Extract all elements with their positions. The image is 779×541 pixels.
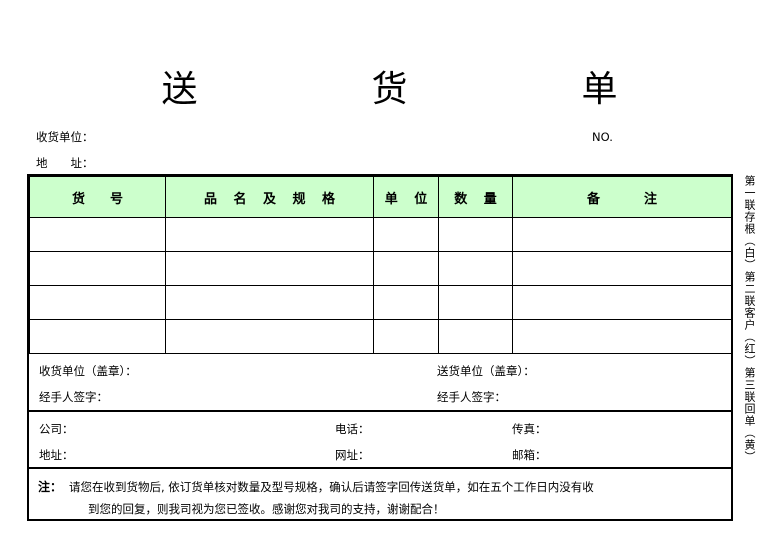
col-header-note: 备 注 xyxy=(512,176,732,218)
col-header-qty: 数 量 xyxy=(438,176,513,218)
cell-name[interactable] xyxy=(165,319,374,354)
receiver-signer-label: 经手人签字： xyxy=(39,390,108,404)
items-table-header-row: 货 号 品 名 及 规 格 单 位 数 量 备 注 xyxy=(29,176,732,218)
items-table: 货 号 品 名 及 规 格 单 位 数 量 备 注 xyxy=(29,176,732,354)
cell-unit[interactable] xyxy=(373,251,439,286)
fax-label: 传真： xyxy=(512,422,547,436)
serial-no-label: NO. xyxy=(592,130,613,144)
cell-code[interactable] xyxy=(29,251,166,286)
note-text-line-1: 请您在收到货物后, 依订货单核对数量及型号规格，确认后请签字回传送货单，如在五个… xyxy=(69,480,594,494)
contact-section: 公司： 电话： 传真： 地址： 网址： 邮箱： xyxy=(29,412,731,469)
website-label: 网址： xyxy=(335,448,370,462)
address-label: 地 址： xyxy=(36,156,94,170)
cell-code[interactable] xyxy=(29,319,166,354)
cell-unit[interactable] xyxy=(373,285,439,320)
cell-name[interactable] xyxy=(165,217,374,252)
cell-name[interactable] xyxy=(165,251,374,286)
col-header-code: 货 号 xyxy=(29,176,166,218)
cell-code[interactable] xyxy=(29,217,166,252)
cell-qty[interactable] xyxy=(438,217,513,252)
cell-name[interactable] xyxy=(165,285,374,320)
sender-stamp-label: 送货单位（盖章）： xyxy=(437,364,535,378)
sender-signer-label: 经手人签字： xyxy=(437,390,506,404)
form-frame: 货 号 品 名 及 规 格 单 位 数 量 备 注 xyxy=(27,174,733,521)
company-label: 公司： xyxy=(39,422,74,436)
consignee-label: 收货单位： xyxy=(36,130,94,144)
note-section: 注： 请您在收到货物后, 依订货单核对数量及型号规格，确认后请签字回传送货单，如… xyxy=(29,469,731,523)
page-title: 送 货 单 xyxy=(161,69,652,110)
cell-qty[interactable] xyxy=(438,251,513,286)
phone-label: 电话： xyxy=(335,422,370,436)
cell-unit[interactable] xyxy=(373,319,439,354)
note-label: 注： xyxy=(38,480,63,494)
copy-distribution-notice: 第一联存根（白）第二联客户（红）第三联回单（黄） xyxy=(743,175,756,463)
signature-section: 收货单位（盖章）： 送货单位（盖章）： 经手人签字： 经手人签字： xyxy=(29,354,731,412)
company-address-label: 地址： xyxy=(39,448,74,462)
cell-note[interactable] xyxy=(512,319,732,354)
date-line: 年 月 日 xyxy=(592,153,655,230)
col-header-name: 品 名 及 规 格 xyxy=(165,176,374,218)
cell-note[interactable] xyxy=(512,217,732,252)
table-row xyxy=(29,319,732,354)
cell-qty[interactable] xyxy=(438,285,513,320)
email-label: 邮箱： xyxy=(512,448,547,462)
table-row xyxy=(29,217,732,252)
note-text-line-2: 到您的回复，则我司视为您已签收。感谢您对我司的支持，谢谢配合！ xyxy=(88,502,445,516)
cell-unit[interactable] xyxy=(373,217,439,252)
col-header-unit: 单 位 xyxy=(373,176,439,218)
cell-qty[interactable] xyxy=(438,319,513,354)
cell-code[interactable] xyxy=(29,285,166,320)
cell-note[interactable] xyxy=(512,285,732,320)
table-row xyxy=(29,251,732,286)
receiver-stamp-label: 收货单位（盖章）： xyxy=(39,364,137,378)
cell-note[interactable] xyxy=(512,251,732,286)
table-row xyxy=(29,285,732,320)
